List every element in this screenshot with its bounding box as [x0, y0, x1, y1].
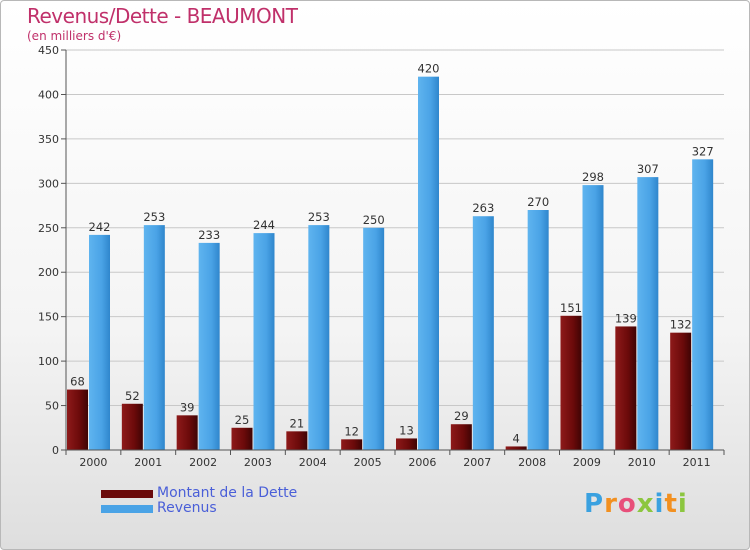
legend-label-revenue: Revenus: [157, 500, 217, 516]
data-label-revenue: 298: [582, 170, 604, 184]
x-tick-label: 2009: [573, 456, 601, 469]
bar-debt: [341, 439, 363, 450]
x-tick-label: 2000: [79, 456, 107, 469]
legend-label-debt: Montant de la Dette: [157, 485, 298, 501]
bar-debt: [670, 332, 692, 450]
bar-revenue: [143, 225, 165, 450]
bar-revenue: [637, 177, 659, 450]
bar-debt: [450, 424, 472, 450]
data-label-debt: 29: [454, 409, 469, 423]
bar-debt: [286, 431, 308, 450]
bar-revenue: [472, 216, 494, 450]
y-tick-label: 350: [38, 133, 59, 146]
x-tick-label: 2011: [683, 456, 711, 469]
data-label-revenue: 270: [527, 195, 549, 209]
bar-revenue: [89, 234, 110, 450]
y-tick-label: 400: [38, 88, 59, 101]
labels-layer: 68 242 52 253 39 233 25 244 21 253 12 250 13 420 29 263…: [70, 62, 713, 446]
data-label-debt: 68: [70, 375, 85, 389]
y-tick-label: 0: [52, 444, 59, 457]
logo-letter: i: [677, 489, 688, 519]
data-label-revenue: 242: [89, 220, 111, 234]
bar-debt: [505, 446, 527, 450]
legend-swatch-debt: [101, 490, 153, 498]
chart-title: Revenus/Dette - BEAUMONT: [27, 4, 298, 28]
x-tick-label: 2004: [299, 456, 327, 469]
data-label-debt: 132: [670, 318, 692, 332]
data-label-revenue: 253: [308, 210, 330, 224]
x-tick-label: 2005: [354, 456, 382, 469]
bar-debt: [176, 415, 198, 450]
data-label-revenue: 307: [637, 162, 659, 176]
y-tick-label: 150: [38, 311, 59, 324]
data-label-debt: 12: [344, 424, 359, 438]
data-label-revenue: 253: [143, 210, 165, 224]
data-label-debt: 52: [125, 389, 140, 403]
bar-revenue: [253, 233, 275, 450]
data-label-debt: 151: [560, 301, 582, 315]
data-label-debt: 139: [615, 311, 637, 325]
data-label-debt: 25: [235, 413, 250, 427]
data-label-revenue: 250: [363, 213, 385, 227]
x-tick-label: 2003: [244, 456, 272, 469]
chart-subtitle: (en milliers d'€): [27, 29, 122, 43]
data-label-debt: 4: [513, 431, 520, 445]
logo-letter: P: [584, 489, 605, 519]
data-label-revenue: 233: [198, 228, 220, 242]
bar-revenue: [198, 242, 220, 450]
bar-revenue: [418, 76, 439, 451]
bar-debt: [121, 403, 143, 450]
bar-revenue: [527, 210, 549, 450]
bar-debt: [560, 315, 582, 450]
axis-layer: 0 50 100 150 200 250 300 350 400 450 2000 2001 2002 2…: [38, 44, 725, 469]
bar-debt: [231, 427, 253, 450]
y-tick-label: 50: [45, 400, 59, 413]
x-tick-label: 2002: [189, 456, 217, 469]
data-label-debt: 39: [180, 400, 195, 414]
bar-debt: [396, 438, 417, 450]
logo-letter: t: [664, 489, 678, 519]
x-tick-label: 2010: [628, 456, 656, 469]
data-label-debt: 13: [399, 423, 414, 437]
y-tick-label: 300: [38, 177, 59, 190]
logo-letter: o: [617, 489, 637, 519]
x-tick-label: 2008: [518, 456, 546, 469]
bar-revenue: [582, 185, 604, 450]
bar-debt: [67, 389, 88, 450]
proxiti-logo: Proxiti: [584, 489, 688, 519]
logo-letter: x: [636, 489, 655, 519]
x-tick-label: 2006: [408, 456, 436, 469]
y-tick-label: 200: [38, 266, 59, 279]
y-tick-label: 250: [38, 222, 59, 235]
data-label-revenue: 244: [253, 218, 275, 232]
x-tick-label: 2001: [134, 456, 162, 469]
x-tick-label: 2007: [463, 456, 491, 469]
logo-letter: i: [654, 489, 665, 519]
bar-revenue: [363, 227, 385, 450]
y-tick-label: 450: [38, 44, 59, 57]
bar-revenue: [692, 159, 714, 451]
legend-swatch-revenue: [101, 505, 153, 513]
bar-revenue: [308, 225, 330, 450]
data-label-revenue: 327: [692, 144, 714, 158]
data-label-revenue: 420: [418, 62, 440, 76]
bar-debt: [615, 326, 637, 450]
data-label-debt: 21: [290, 416, 305, 430]
bars-layer: [67, 76, 714, 451]
y-tick-label: 100: [38, 355, 59, 368]
data-label-revenue: 263: [472, 201, 494, 215]
logo-letter: r: [604, 489, 618, 519]
